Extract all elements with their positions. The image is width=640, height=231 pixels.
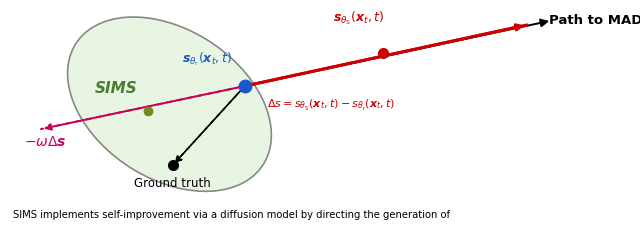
Text: Path to MADness: Path to MADness xyxy=(549,14,640,27)
Text: $\Delta s = s_{\theta_{\mathrm{S}}}(\boldsymbol{x}_t, t) - s_{\theta_{\mathrm{r}: $\Delta s = s_{\theta_{\mathrm{S}}}(\bol… xyxy=(267,98,395,113)
Text: $\boldsymbol{s}_{\theta_{\mathrm{S}}}(\boldsymbol{x}_t, t)$: $\boldsymbol{s}_{\theta_{\mathrm{S}}}(\b… xyxy=(333,10,384,27)
Text: Ground truth: Ground truth xyxy=(134,177,211,190)
Text: $\boldsymbol{s}_{\theta_{\mathrm{r}}}(\boldsymbol{x}_t, t)$: $\boldsymbol{s}_{\theta_{\mathrm{r}}}(\b… xyxy=(182,50,232,68)
Text: SIMS implements self-improvement via a diffusion model by directing the generati: SIMS implements self-improvement via a d… xyxy=(13,210,450,220)
Ellipse shape xyxy=(68,17,271,191)
Text: SIMS: SIMS xyxy=(95,81,138,96)
Text: $-\omega\Delta \boldsymbol{s}$: $-\omega\Delta \boldsymbol{s}$ xyxy=(24,134,67,149)
